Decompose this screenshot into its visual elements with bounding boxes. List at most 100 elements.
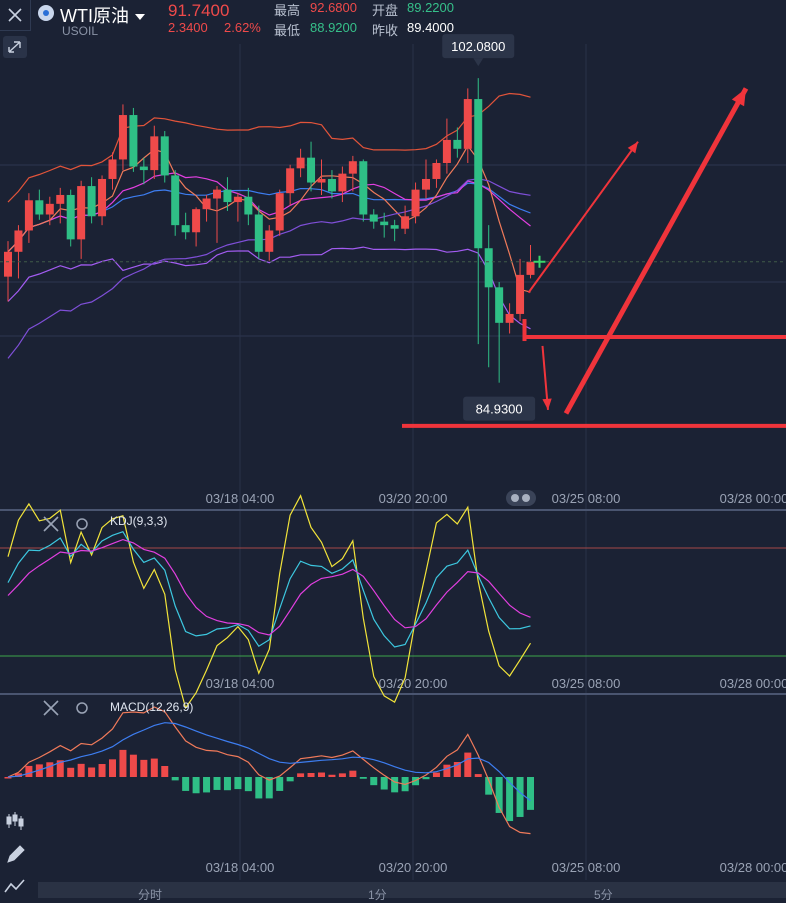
tab-5min[interactable]: 5分 (594, 888, 613, 902)
macd-histogram-bar (56, 760, 64, 777)
symbol-selector[interactable]: WTI原油 (60, 2, 145, 28)
macd-histogram-bar (464, 752, 472, 777)
macd-histogram-bar (370, 777, 378, 786)
kdj-x-tick-label: 03/18 04:00 (206, 676, 275, 691)
macd-x-tick-label: 03/18 04:00 (206, 860, 275, 875)
candle-body (118, 115, 127, 160)
macd-histogram-bar (422, 777, 430, 780)
macd-histogram-bar (276, 777, 284, 791)
macd-histogram-bar (46, 762, 54, 777)
candle-body (150, 136, 159, 171)
macd-histogram-bar (182, 777, 190, 791)
candle-body (401, 216, 410, 229)
macd-histogram-bar (98, 764, 106, 777)
candlestick-tool-icon (6, 812, 24, 830)
high-value: 92.6800 (310, 0, 357, 15)
candle-body (265, 230, 274, 252)
candle-body (108, 159, 117, 179)
candle-body (254, 214, 263, 252)
price-change-percent: 2.62% (224, 20, 261, 35)
macd-histogram-bar (453, 762, 461, 777)
macd-histogram-bar (244, 777, 252, 792)
draw-tool-button[interactable] (0, 840, 30, 870)
tab-timeshare[interactable]: 分时 (138, 888, 163, 902)
arrow-up-large (731, 88, 746, 107)
current-price-crosshair (533, 255, 546, 268)
symbol-icon (38, 5, 54, 21)
candle-body (181, 225, 190, 233)
macd-histogram-bar (474, 774, 482, 777)
symbol-name: WTI原油 (60, 6, 129, 26)
high-price-label: 102.0800 (451, 39, 505, 54)
candle-body (474, 99, 483, 249)
candle-body (390, 225, 399, 229)
candle-body (87, 186, 96, 217)
macd-histogram-bar (77, 763, 85, 777)
candle-body (505, 313, 514, 323)
close-icon (43, 700, 59, 716)
macd-histogram-bar (234, 777, 242, 790)
arrow-up-large (563, 87, 749, 415)
macd-histogram-bar (359, 777, 367, 779)
prev-close-label: 昨收 (372, 23, 399, 38)
arrow-down (542, 398, 552, 410)
candle-body (98, 178, 107, 217)
candle-body (453, 139, 462, 149)
main-x-tick-label: 03/25 08:00 (552, 491, 621, 506)
scroll-dots (506, 490, 536, 506)
candle-body (327, 178, 336, 192)
settings-icon (76, 702, 88, 714)
indicator-icon (4, 879, 25, 893)
kdj-x-tick-label: 03/28 00:00 (720, 676, 786, 691)
high-label: 最高 (274, 3, 301, 18)
macd-x-tick-label: 03/20 20:00 (379, 860, 448, 875)
macd-histogram-bar (527, 777, 534, 810)
settings-icon (76, 518, 88, 530)
macd-histogram-bar (391, 777, 399, 793)
callout-pointer (473, 58, 484, 67)
candle-body (369, 214, 378, 222)
macd-histogram-bar (485, 777, 493, 795)
macd-histogram-bar (88, 767, 96, 777)
indicator-tool-button[interactable] (0, 874, 30, 898)
arrow-up-small (527, 141, 639, 294)
close-button[interactable] (0, 0, 31, 31)
macd-x-tick-label: 03/25 08:00 (552, 860, 621, 875)
macd-histogram-bar (506, 777, 514, 822)
candle-body (35, 200, 44, 215)
close-icon (8, 8, 22, 22)
candlestick-tool-button[interactable] (0, 806, 30, 836)
macd-histogram-bar (192, 777, 200, 794)
expand-button[interactable] (3, 36, 27, 58)
tab-1min[interactable]: 1分 (368, 888, 387, 902)
macd-histogram-bar (338, 773, 346, 777)
candle-body (233, 196, 242, 203)
candle-body (380, 221, 389, 226)
candle-body (359, 161, 368, 215)
macd-histogram-bar (255, 777, 263, 799)
candle-body (213, 189, 221, 199)
dropdown-caret-icon (135, 14, 145, 21)
price-change: 2.3400 (168, 20, 208, 35)
open-value: 89.2200 (407, 0, 454, 15)
macd-dea-line (7, 722, 531, 802)
macd-histogram-bar (14, 773, 22, 777)
expand-icon (8, 41, 21, 53)
kdj-title: KDJ(9,3,3) (110, 514, 167, 528)
macd-histogram-bar (380, 777, 388, 790)
candle-body (317, 178, 326, 183)
macd-histogram-bar (307, 772, 315, 777)
macd-dif-line (7, 706, 531, 835)
scroll-dot (522, 494, 530, 502)
candle-body (4, 251, 12, 277)
close-icon (43, 516, 59, 532)
candle-body (66, 194, 75, 240)
macd-histogram-bar (213, 777, 221, 790)
lower-band-line (7, 246, 531, 330)
last-price: 91.7400 (168, 1, 230, 20)
kdj-x-tick-label: 03/25 08:00 (552, 676, 621, 691)
macd-histogram-bar (161, 765, 169, 777)
symbol-code: USOIL (62, 24, 99, 38)
candle-body (14, 230, 23, 252)
